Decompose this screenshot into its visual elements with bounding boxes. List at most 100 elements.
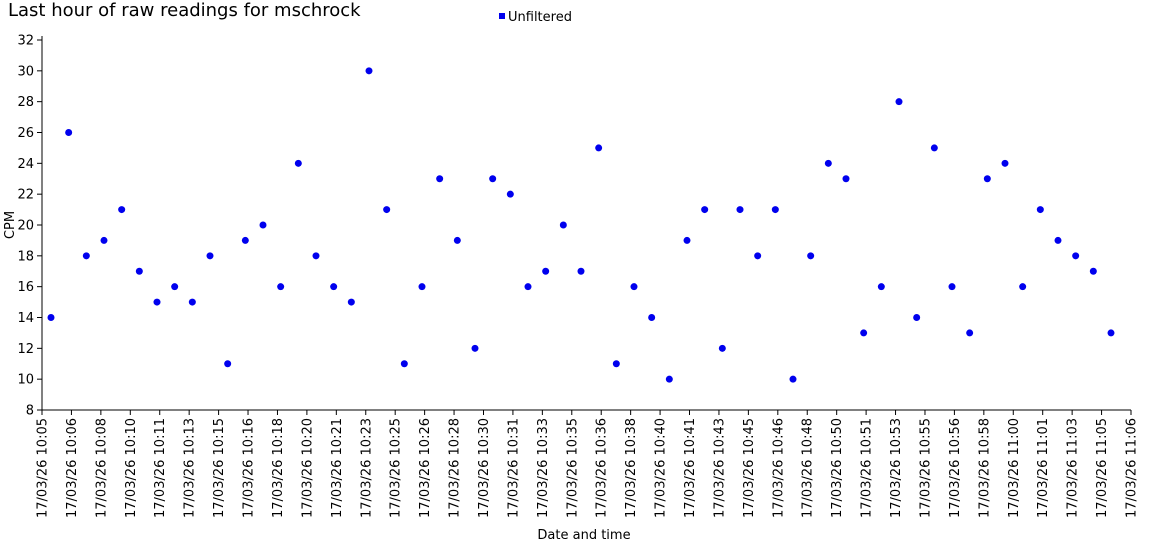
data-point [630,283,638,291]
data-point [436,175,444,183]
data-point [1019,283,1027,291]
data-point [842,175,850,183]
y-tick-label: 12 [17,342,34,357]
x-tick-label: 17/03/26 10:38 [624,418,639,518]
data-point [771,206,779,214]
x-tick-label: 17/03/26 10:15 [212,418,227,518]
data-point [383,206,391,214]
data-point [524,283,532,291]
x-tick-label: 17/03/26 10:20 [300,418,315,518]
y-tick-label: 8 [26,404,34,419]
data-point [754,252,762,260]
data-point [453,236,461,244]
data-point [224,360,232,368]
data-point [259,221,267,229]
data-point [312,252,320,260]
data-point [665,375,673,383]
x-tick-label: 17/03/26 10:31 [506,418,521,518]
x-tick-label: 17/03/26 10:35 [565,418,580,518]
x-tick-label: 17/03/26 10:26 [418,418,433,518]
data-point [595,144,603,152]
x-tick-label: 17/03/26 11:03 [1066,418,1081,518]
x-tick-label: 17/03/26 10:53 [889,418,904,518]
x-tick-label: 17/03/26 11:06 [1125,418,1140,518]
x-tick-label: 17/03/26 10:56 [948,418,963,518]
data-point [489,175,497,183]
x-tick-label: 17/03/26 10:28 [448,418,463,518]
data-point [789,375,797,383]
x-tick-label: 17/03/26 10:33 [536,418,551,518]
data-point [1001,159,1009,167]
x-tick-label: 17/03/26 10:21 [330,418,345,518]
data-point [648,314,656,321]
x-tick-label: 17/03/26 10:46 [771,418,786,518]
data-point [171,283,179,291]
data-point [983,175,991,183]
y-tick-label: 18 [17,249,34,264]
data-point [1036,206,1044,214]
data-point [966,329,974,337]
x-tick-label: 17/03/26 10:23 [359,418,374,518]
data-point [506,190,514,198]
y-tick-label: 26 [17,126,34,141]
data-point [100,236,108,244]
data-point [330,283,338,291]
x-tick-label: 17/03/26 10:30 [477,418,492,518]
y-tick-label: 10 [17,373,34,388]
x-tick-label: 17/03/26 10:40 [654,418,669,518]
x-tick-label: 17/03/26 10:50 [830,418,845,518]
y-tick-label: 14 [17,311,34,326]
data-point [948,283,956,291]
y-axis-title: CPM [3,211,18,239]
data-point [118,206,126,214]
data-point [860,329,868,337]
x-tick-label: 17/03/26 10:08 [94,418,109,518]
x-tick-label: 17/03/26 10:11 [153,418,168,518]
data-point [577,267,585,275]
data-point [701,206,709,214]
x-tick-label: 17/03/26 10:25 [389,418,404,518]
data-point [294,159,302,167]
data-point [82,252,90,260]
data-point [188,298,196,306]
data-point [718,344,726,352]
x-axis-ticks: 17/03/26 10:05 17/03/26 10:06 17/03/26 10:… [36,410,1140,518]
axes [41,36,1131,411]
data-points [47,67,1115,383]
x-tick-label: 17/03/26 10:36 [595,418,610,518]
data-point [1054,236,1062,244]
x-tick-label: 17/03/26 11:05 [1095,418,1110,518]
x-axis-title: Date and time [537,528,630,543]
data-point [877,283,885,291]
data-point [47,314,55,321]
x-tick-label: 17/03/26 10:43 [712,418,727,518]
data-point [683,236,691,244]
chart-title: Last hour of raw readings for mschrock [8,0,361,21]
data-point [400,360,408,368]
x-tick-label: 17/03/26 10:51 [860,418,875,518]
y-tick-label: 24 [17,157,34,172]
y-tick-label: 30 [17,64,34,79]
data-point [895,98,903,106]
y-axis-ticks: 8 10 12 14 16 18 20 22 24 26 28 30 32 [17,34,42,419]
data-point [241,236,249,244]
data-point [1089,267,1097,275]
data-point [418,283,426,291]
x-tick-label: 17/03/26 10:16 [242,418,257,518]
data-point [736,206,744,214]
y-tick-label: 22 [17,188,34,203]
data-point [913,314,921,321]
data-point [1072,252,1080,260]
x-tick-label: 17/03/26 10:05 [36,418,51,518]
x-tick-label: 17/03/26 10:55 [918,418,933,518]
data-point [365,67,373,75]
x-tick-label: 17/03/26 10:58 [977,418,992,518]
x-tick-label: 17/03/26 10:48 [801,418,816,518]
x-tick-label: 17/03/26 10:13 [183,418,198,518]
x-tick-label: 17/03/26 10:10 [124,418,139,518]
x-tick-label: 17/03/26 11:01 [1036,418,1051,518]
x-tick-label: 17/03/26 10:06 [65,418,80,518]
data-point [206,252,214,260]
data-point [347,298,355,306]
